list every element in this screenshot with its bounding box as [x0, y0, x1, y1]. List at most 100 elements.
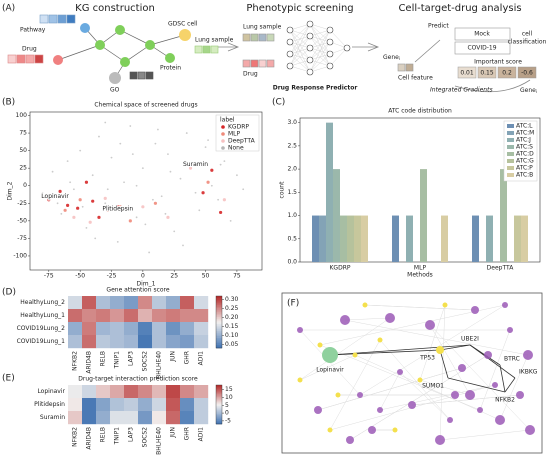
colorbar-step	[216, 346, 222, 349]
point	[169, 170, 172, 173]
heat-cell	[166, 322, 181, 336]
legend-label: MLP	[228, 131, 241, 138]
nn-edge	[289, 59, 311, 67]
y-tick-label: 2.5	[287, 142, 297, 149]
x-tick-label: 50	[202, 273, 210, 280]
nn-edge	[309, 29, 331, 61]
node-label: GDSC cell	[168, 21, 198, 28]
network-edge	[429, 324, 471, 396]
protein-node	[492, 382, 498, 388]
legend-swatch	[507, 159, 514, 163]
network-edge	[499, 354, 529, 421]
heat-cell	[152, 411, 167, 425]
point	[191, 161, 195, 165]
nn-edge	[329, 29, 348, 49]
colorbar-step	[216, 344, 222, 347]
heat-cell	[138, 322, 153, 336]
heat-cell	[124, 411, 139, 425]
colorbar-label: 15	[225, 386, 233, 393]
colorbar-label: 0.10	[225, 332, 239, 339]
protein-node	[385, 313, 395, 323]
x-tick-label: 75	[233, 273, 241, 280]
network-edge	[329, 339, 381, 431]
heat-cell	[166, 309, 181, 323]
point	[60, 212, 63, 215]
legend-label: ATC:M	[516, 130, 534, 137]
point	[166, 215, 170, 219]
network-edge	[364, 304, 476, 311]
colorbar-step	[216, 301, 222, 304]
legend-label: ATC:G	[516, 158, 534, 165]
colorbar-label: 0.15	[225, 323, 239, 330]
annotation: Suramin	[183, 161, 208, 168]
gene-name: Gene	[383, 54, 399, 61]
bar	[472, 215, 479, 262]
class-label: COVID-19	[467, 45, 496, 52]
x-tick-label: 25	[170, 273, 178, 280]
ig-label: Integrated Gradients	[430, 87, 493, 94]
kg-node	[95, 40, 105, 50]
bar	[441, 215, 448, 262]
legend-swatch	[507, 145, 514, 149]
kg-node	[165, 53, 175, 63]
cell-node	[335, 392, 341, 398]
heat-cell	[138, 385, 153, 399]
network-node-label: BTRC	[504, 356, 520, 363]
point	[210, 168, 214, 172]
colorbar-label: 0.05	[225, 341, 239, 348]
heat-cell	[166, 296, 181, 310]
point	[53, 194, 57, 198]
network-edge	[354, 354, 501, 421]
point	[119, 142, 122, 145]
class-box	[454, 27, 511, 41]
colorbar-step	[216, 409, 222, 412]
heat-cell	[82, 309, 97, 323]
legend-label: ATC:L	[516, 123, 533, 130]
point	[167, 153, 169, 156]
nn-node	[326, 50, 334, 58]
arrow	[454, 79, 531, 93]
nn-node	[326, 62, 334, 70]
heat-cell	[166, 411, 181, 425]
feature-box	[258, 59, 267, 68]
heat-cell	[152, 322, 167, 336]
x-tick-label: MLP	[414, 265, 427, 272]
column-label: ARID4B	[86, 427, 93, 450]
drug-box	[16, 54, 26, 64]
colorbar-step	[216, 320, 222, 323]
network-edge	[344, 319, 529, 356]
column-label: GHR	[184, 351, 191, 364]
point	[160, 195, 163, 198]
point	[157, 128, 159, 131]
point	[110, 156, 113, 159]
score-caption: Important score	[474, 59, 522, 66]
colorbar-step	[216, 330, 222, 333]
nn-edge	[309, 29, 331, 49]
colorbar-label: 5	[225, 402, 229, 409]
bar	[326, 122, 333, 262]
edge	[99, 44, 126, 63]
legend-swatch	[221, 132, 225, 136]
heat-cell	[110, 322, 125, 336]
legend-label: ATC:S	[516, 144, 533, 151]
edge	[124, 44, 151, 63]
colorbar-step	[216, 401, 222, 404]
legend-swatch	[507, 166, 514, 170]
colorbar-step	[216, 403, 222, 405]
point	[98, 135, 100, 138]
colorbar-step	[216, 332, 222, 335]
heat-cell	[194, 398, 209, 412]
nn-edge	[289, 47, 311, 67]
colorbar-label: 0.25	[225, 305, 239, 312]
score-value: 0.01	[460, 70, 474, 77]
y-tick-label: 2.0	[287, 166, 297, 173]
lung-box	[202, 45, 211, 54]
column-label: ADI1	[198, 427, 205, 441]
section-title: Cell-target-drug analysis	[398, 3, 521, 14]
column-label: TNIP1	[114, 427, 121, 446]
section-title: KG construction	[75, 3, 155, 14]
colorbar-step	[216, 316, 222, 319]
bar	[347, 215, 354, 262]
node-label: Protein	[160, 65, 181, 72]
